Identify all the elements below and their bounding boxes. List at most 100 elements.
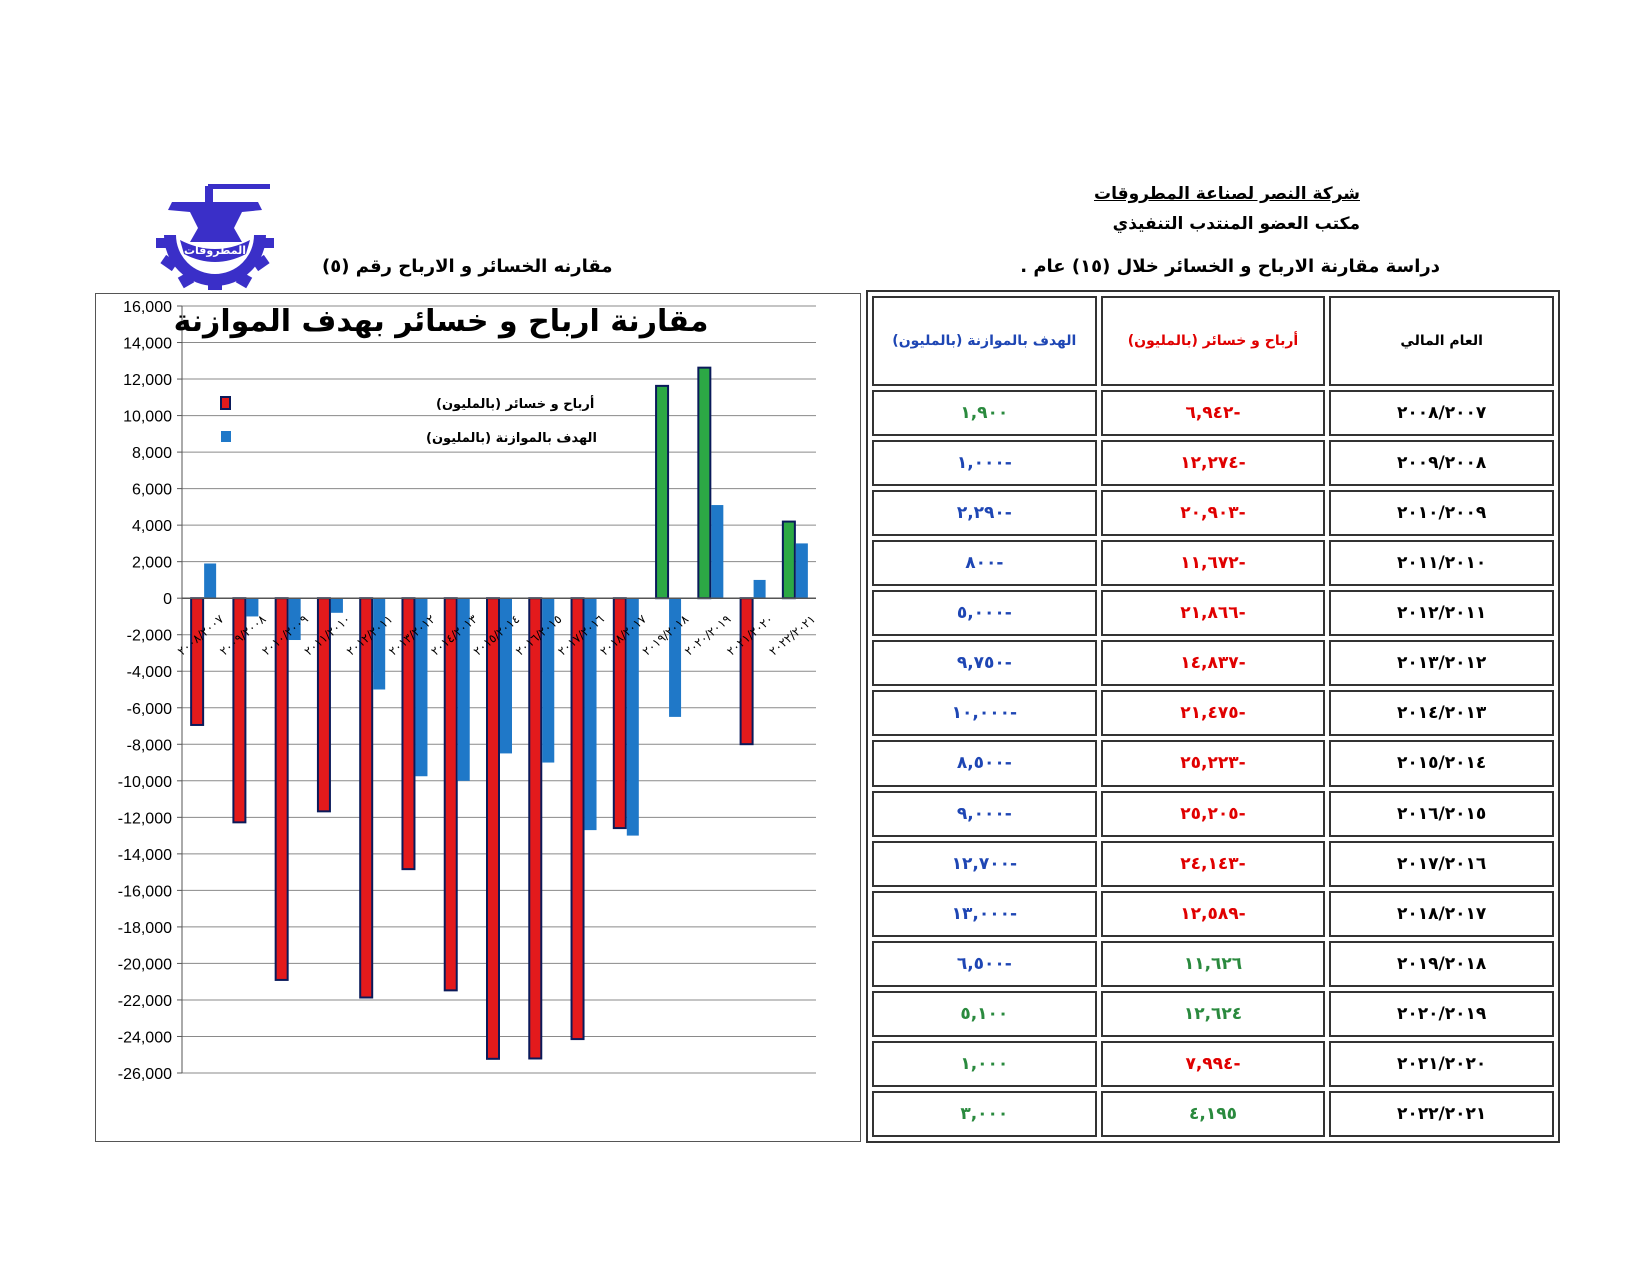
y-tick-label: -16,000 (118, 883, 172, 900)
target-cell: ١,٩٠٠ (872, 390, 1097, 437)
profit-loss-bar (697, 366, 712, 600)
target-cell: ١,٠٠٠ (872, 1040, 1097, 1087)
profit-cell: ١٤,٨٣٧- (1100, 640, 1326, 687)
target-bar (584, 598, 597, 831)
table-row: ٨,٥٠٠- ٢٥,٢٢٣- ٢٠١٥/٢٠١٤ (872, 740, 1554, 787)
y-tick-label: 12,000 (123, 372, 172, 389)
target-cell: ٨,٥٠٠- (872, 740, 1097, 787)
year-cell: ٢٠١٨/٢٠١٧ (1329, 890, 1554, 937)
profit-cell: ٢٥,٢٠٥- (1100, 790, 1326, 837)
header-profit: أرباح و خسائر (بالمليون) (1100, 296, 1326, 386)
year-cell: ٢٠١٣/٢٠١٢ (1329, 640, 1554, 687)
data-table: الهدف بالموازنة (بالمليون) أرباح و خسائر… (866, 290, 1560, 1143)
year-cell: ٢٠٢١/٢٠٢٠ (1329, 1040, 1554, 1087)
profit-cell: ١٢,٦٢٤ (1100, 990, 1326, 1037)
target-cell: ٥,٠٠٠- (872, 590, 1097, 637)
table-row: ٩,٧٥٠- ١٤,٨٣٧- ٢٠١٣/٢٠١٢ (872, 640, 1554, 687)
year-cell: ٢٠١٤/٢٠١٣ (1329, 690, 1554, 737)
y-tick-label: -4,000 (127, 664, 172, 681)
target-bar (457, 598, 470, 781)
legend-swatch-target (221, 431, 231, 442)
y-tick-label: 8,000 (132, 445, 172, 462)
year-cell: ٢٠١٩/٢٠١٨ (1329, 940, 1554, 987)
y-tick-label: 14,000 (123, 336, 172, 353)
year-cell: ٢٠١٢/٢٠١١ (1329, 590, 1554, 637)
y-tick-label: 6,000 (132, 482, 172, 499)
profit-loss-bar (486, 597, 500, 1060)
target-bar (415, 598, 428, 777)
profit-cell: ٢٠,٩٠٣- (1100, 490, 1326, 537)
legend-swatch-profit (220, 396, 231, 410)
anvil-icon (168, 184, 270, 242)
target-cell: ٨٠٠- (872, 540, 1097, 587)
profit-loss-bar (655, 384, 670, 600)
target-bar (246, 598, 259, 617)
table-header-row: الهدف بالموازنة (بالمليون) أرباح و خسائر… (872, 296, 1554, 386)
profit-cell: ٤,١٩٥ (1100, 1090, 1326, 1137)
company-name: شركة النصر لصناعة المطروقات (1093, 184, 1360, 204)
target-bar (330, 598, 343, 613)
y-tick-label: -24,000 (118, 1029, 172, 1046)
table-row: ٢,٢٩٠- ٢٠,٩٠٣- ٢٠١٠/٢٠٠٩ (872, 490, 1554, 537)
profit-cell: ١٢,٢٧٤- (1100, 440, 1326, 487)
profit-cell: ١٢,٥٨٩- (1100, 890, 1326, 937)
target-cell: ٢,٢٩٠- (872, 490, 1097, 537)
table-row: ١,٩٠٠ ٦,٩٤٢- ٢٠٠٨/٢٠٠٧ (872, 390, 1554, 437)
office-name: مكتب العضو المنتدب التنفيذي (1112, 214, 1360, 234)
profit-cell: ٢٤,١٤٣- (1100, 840, 1326, 887)
legend-label-profit: أرباح و خسائر (بالمليون) (436, 395, 594, 412)
year-cell: ٢٠٠٨/٢٠٠٧ (1329, 390, 1554, 437)
profit-cell: ١١,٦٢٦ (1100, 940, 1326, 987)
target-cell: ٣,٠٠٠ (872, 1090, 1097, 1137)
target-bar (500, 598, 512, 754)
header-target: الهدف بالموازنة (بالمليون) (872, 296, 1097, 386)
table-row: ٣,٠٠٠ ٤,١٩٥ ٢٠٢٢/٢٠٢١ (872, 1090, 1554, 1137)
logo-text: المطروقات (184, 244, 246, 257)
target-cell: ٩,٠٠٠- (872, 790, 1097, 837)
target-cell: ٥,١٠٠ (872, 990, 1097, 1037)
target-cell: ٦,٥٠٠- (872, 940, 1097, 987)
profit-loss-bar (528, 597, 543, 1060)
table-row: ٩,٠٠٠- ٢٥,٢٠٥- ٢٠١٦/٢٠١٥ (872, 790, 1554, 837)
y-tick-label: 10,000 (123, 409, 172, 426)
y-tick-label: -22,000 (118, 993, 172, 1010)
year-cell: ٢٠٠٩/٢٠٠٨ (1329, 440, 1554, 487)
target-bar (711, 505, 724, 599)
y-tick-label: 16,000 (123, 299, 172, 316)
target-bar (542, 598, 555, 763)
chart-title: مقارنة ارباح و خسائر بهدف الموازنة (174, 304, 709, 339)
study-title: دراسة مقارنة الارباح و الخسائر خلال (١٥)… (1020, 256, 1440, 277)
y-tick-label: -8,000 (127, 737, 172, 754)
target-bar (669, 598, 682, 717)
profit-cell: ٢٥,٢٢٣- (1100, 740, 1326, 787)
company-logo: المطروقات (156, 184, 274, 290)
y-tick-label: 2,000 (132, 555, 172, 572)
profit-cell: ٢١,٨٦٦- (1100, 590, 1326, 637)
profit-cell: ٦,٩٤٢- (1100, 390, 1326, 437)
target-bar (795, 543, 808, 599)
profit-cell: ١١,٦٧٢- (1100, 540, 1326, 587)
y-tick-label: -18,000 (118, 920, 172, 937)
profit-cell: ٢١,٤٧٥- (1100, 690, 1326, 737)
table-row: ١,٠٠٠ ٧,٩٩٤- ٢٠٢١/٢٠٢٠ (872, 1040, 1554, 1087)
profit-loss-bar (739, 597, 754, 746)
y-tick-label: -12,000 (118, 810, 172, 827)
table-row: ١٣,٠٠٠- ١٢,٥٨٩- ٢٠١٨/٢٠١٧ (872, 890, 1554, 937)
profit-cell: ٧,٩٩٤- (1100, 1040, 1326, 1087)
year-cell: ٢٠١٥/٢٠١٤ (1329, 740, 1554, 787)
bar-chart: 16,000 14,000 12,000 10,000 8,000 6,000 4,000 2… (118, 299, 818, 1083)
year-cell: ٢٠١٧/٢٠١٦ (1329, 840, 1554, 887)
table-row: ١,٠٠٠- ١٢,٢٧٤- ٢٠٠٩/٢٠٠٨ (872, 440, 1554, 487)
profit-loss-bar (359, 597, 374, 999)
year-cell: ٢٠٢٠/٢٠١٩ (1329, 990, 1554, 1037)
profit-loss-bar (274, 597, 289, 981)
y-tick-label: 4,000 (132, 518, 172, 535)
year-cell: ٢٠١٠/٢٠٠٩ (1329, 490, 1554, 537)
y-tick-label: -14,000 (118, 847, 172, 864)
target-bar (204, 563, 217, 599)
legend-label-target: الهدف بالموازنة (بالمليون) (426, 431, 597, 446)
table-row: ١٢,٧٠٠- ٢٤,١٤٣- ٢٠١٧/٢٠١٦ (872, 840, 1554, 887)
year-cell: ٢٠١٦/٢٠١٥ (1329, 790, 1554, 837)
target-bar (288, 598, 301, 641)
chart-caption: مقارنه الخسائر و الارباح رقم (٥) (322, 256, 613, 277)
